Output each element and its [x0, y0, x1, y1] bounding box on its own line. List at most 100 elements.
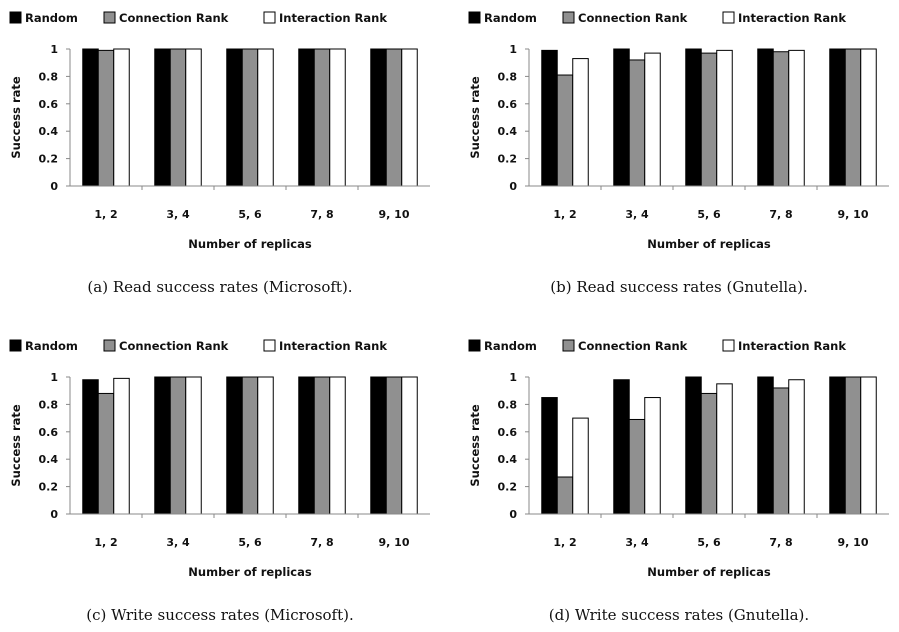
- chart-b-legend-item-1: Connection Rank: [562, 11, 688, 25]
- chart-c-xtick-label-1: 3, 4: [166, 536, 190, 549]
- chart-a-bar-4-2: [401, 48, 418, 187]
- chart-c-x-axis-title: Number of replicas: [188, 565, 312, 579]
- chart-a-bar-2-0: [226, 48, 243, 187]
- chart-d-caption-label: (d): [548, 606, 571, 624]
- chart-d-legend-swatch-1: [562, 339, 575, 352]
- chart-d-xtick-label-3: 7, 8: [769, 536, 792, 549]
- chart-c-legend-swatch-2: [263, 339, 276, 352]
- chart-b-bar-0-1: [556, 74, 574, 187]
- chart-b-ytick-label-1: 0.2: [498, 153, 518, 166]
- chart-c-ytick-label-3: 0.6: [39, 426, 59, 439]
- chart-d-bar-1-0: [613, 379, 630, 515]
- chart-c-ytick-label-1: 0.2: [39, 481, 59, 494]
- chart-d-legend-label-0: Random: [484, 339, 537, 353]
- chart-a-ytick-label-0: 0: [50, 180, 58, 193]
- chart-d-bar-1-1: [628, 418, 646, 515]
- chart-a-xtick-label-1: 3, 4: [166, 208, 190, 221]
- chart-d-bar-3-0: [757, 376, 774, 515]
- chart-d-legend-label-1: Connection Rank: [578, 339, 688, 353]
- chart-d-ytick-label-3: 0.6: [498, 426, 518, 439]
- chart-a-bar-1-0: [154, 48, 171, 187]
- chart-b-bar-3-2: [788, 49, 805, 187]
- chart-c-legend-swatch-0: [9, 339, 22, 352]
- chart-a-ytick-label-4: 0.8: [39, 70, 59, 83]
- chart-b-legend-swatch-0: [468, 11, 481, 24]
- chart-a-x-axis-title: Number of replicas: [188, 237, 312, 251]
- chart-a-caption: (a) Read success rates (Microsoft).: [0, 278, 440, 296]
- chart-a-ytick-label-3: 0.6: [39, 98, 59, 111]
- chart-c-bar-2-1: [241, 376, 259, 515]
- chart-a-caption-label: (a): [87, 278, 109, 296]
- chart-c-legend-item-1: Connection Rank: [103, 339, 229, 353]
- chart-d-bar-2-2: [716, 383, 733, 515]
- chart-b-bar-3-1: [772, 51, 790, 187]
- chart-d-legend-swatch-0: [468, 339, 481, 352]
- chart-d-xtick-label-4: 9, 10: [838, 536, 869, 549]
- chart-b-bar-0-2: [572, 58, 589, 187]
- chart-c-bar-1-1: [169, 376, 187, 515]
- chart-a-legend-swatch-1: [103, 11, 116, 24]
- chart-d-bar-2-1: [700, 392, 718, 515]
- chart-c-svg: Random Connection Rank Interaction Rank 0 0.…: [9, 339, 430, 579]
- chart-c-ytick-label-0: 0: [50, 508, 58, 521]
- chart-c-caption-text: Write success rates (Microsoft).: [111, 606, 354, 624]
- chart-d-bar-3-1: [772, 387, 790, 515]
- chart-c-caption: (c) Write success rates (Microsoft).: [0, 606, 440, 624]
- chart-b-bar-2-0: [685, 48, 702, 187]
- chart-a-bar-1-2: [185, 48, 202, 187]
- chart-a-bar-0-2: [113, 48, 130, 187]
- chart-d-bar-0-2: [572, 417, 589, 515]
- chart-d-legend-item-1: Connection Rank: [562, 339, 688, 353]
- chart-d-ytick-label-5: 1: [509, 371, 517, 384]
- chart-b-ytick-label-2: 0.4: [498, 125, 518, 138]
- chart-a-legend-swatch-0: [9, 11, 22, 24]
- chart-c-y-axis-title: Success rate: [9, 404, 23, 487]
- chart-b-legend-swatch-1: [562, 11, 575, 24]
- chart-d-legend-label-2: Interaction Rank: [738, 339, 846, 353]
- chart-a-ytick-label-2: 0.4: [39, 125, 59, 138]
- chart-b-caption-text: Read success rates (Gnutella).: [576, 278, 808, 296]
- chart-a-bar-2-2: [257, 48, 274, 187]
- chart-b-bar-2-2: [716, 49, 733, 187]
- chart-a-bar-0-1: [97, 49, 115, 187]
- chart-a-bar-0-0: [82, 48, 99, 187]
- chart-b-xtick-label-2: 5, 6: [697, 208, 721, 221]
- chart-c-legend-label-2: Interaction Rank: [279, 339, 387, 353]
- chart-b-bar-4-2: [860, 48, 877, 187]
- chart-a-bar-1-1: [169, 48, 187, 187]
- chart-panel-b: Random Connection Rank Interaction Rank 0 0.…: [459, 0, 899, 296]
- chart-c-bar-0-0: [82, 379, 99, 515]
- chart-c-legend-item-0: Random: [9, 339, 78, 353]
- chart-a-legend-swatch-2: [263, 11, 276, 24]
- chart-c-bar-0-1: [97, 392, 115, 515]
- chart-d-xtick-label-2: 5, 6: [697, 536, 721, 549]
- chart-d-bar-4-0: [829, 376, 846, 515]
- chart-b-x-axis-title: Number of replicas: [647, 237, 771, 251]
- chart-a-svg: Random Connection Rank Interaction Rank 0 0.…: [9, 11, 430, 251]
- chart-a-ytick-label-5: 1: [50, 43, 58, 56]
- chart-b-bar-4-1: [844, 48, 862, 187]
- chart-a-y-axis-title: Success rate: [9, 76, 23, 159]
- chart-d-bar-4-1: [844, 376, 862, 515]
- chart-a-xtick-label-4: 9, 10: [379, 208, 410, 221]
- chart-b-bar-0-0: [541, 49, 558, 187]
- chart-c-legend-label-1: Connection Rank: [119, 339, 229, 353]
- chart-c-bar-2-0: [226, 376, 243, 515]
- chart-c-ytick-label-4: 0.8: [39, 398, 59, 411]
- chart-a-legend-label-2: Interaction Rank: [279, 11, 387, 25]
- chart-d-caption: (d) Write success rates (Gnutella).: [459, 606, 899, 624]
- chart-c-bar-3-1: [313, 376, 331, 515]
- chart-b-ytick-label-3: 0.6: [498, 98, 518, 111]
- chart-d-caption-text: Write success rates (Gnutella).: [574, 606, 810, 624]
- chart-c-bar-3-0: [298, 376, 315, 515]
- chart-b-bar-2-1: [700, 52, 718, 187]
- chart-a-legend-label-0: Random: [25, 11, 78, 25]
- chart-c-ytick-label-2: 0.4: [39, 453, 59, 466]
- chart-a-xtick-label-2: 5, 6: [238, 208, 262, 221]
- chart-b-xtick-label-1: 3, 4: [625, 208, 649, 221]
- chart-c-bar-3-2: [329, 376, 346, 515]
- chart-panel-d: Random Connection Rank Interaction Rank 0 0.…: [459, 328, 899, 624]
- chart-c-bar-0-2: [113, 377, 130, 515]
- chart-a-legend-item-0: Random: [9, 11, 78, 25]
- chart-a-bar-3-1: [313, 48, 331, 187]
